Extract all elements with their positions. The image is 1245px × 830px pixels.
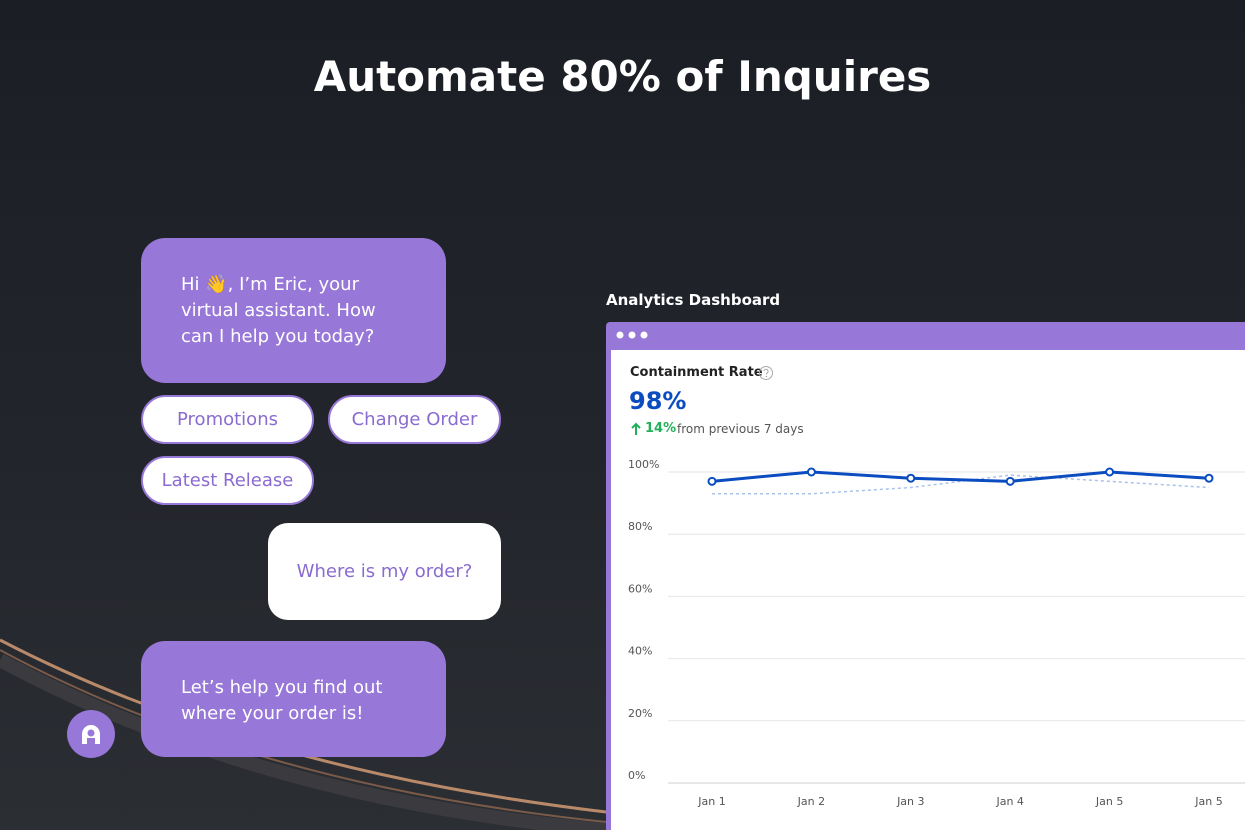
swoosh xyxy=(0,649,607,823)
dashboard-window: Containment Rate 98% 14% from previous 7… xyxy=(606,322,1245,830)
metric-change: 14% xyxy=(645,421,677,436)
x-tick-label: Jan 1 xyxy=(697,795,725,808)
x-tick-label: Jan 4 xyxy=(995,795,1023,808)
metric-title: Containment Rate xyxy=(630,365,763,380)
y-tick-label: 100% xyxy=(628,458,659,471)
line-chart: 0% 20% 40% 60% 80% 100% Jan 1 Jan 2 Jan 3 Jan 4 Ja… xyxy=(628,458,1245,808)
bot-message: Hi 👋, I’m Eric, your virtual assistant. … xyxy=(141,238,446,383)
metric-change-note: from previous 7 days xyxy=(677,422,804,436)
x-tick-label: Jan 2 xyxy=(797,795,825,808)
dashboard-panel: Containment Rate 98% 14% from previous 7… xyxy=(611,350,1245,830)
dashboard-label: Analytics Dashboard xyxy=(606,291,781,309)
data-point xyxy=(1105,467,1115,477)
quick-reply[interactable]: Promotions xyxy=(141,395,314,444)
x-tick-label: Jan 3 xyxy=(896,795,924,808)
series-line xyxy=(712,474,1210,495)
x-tick-label: Jan 5 xyxy=(1095,795,1123,808)
data-point xyxy=(707,476,717,486)
user-message: Where is my order? xyxy=(268,523,501,620)
metric-value: 98% xyxy=(629,387,687,415)
help-icon[interactable] xyxy=(758,365,774,381)
quick-reply[interactable]: Latest Release xyxy=(141,456,314,505)
up-arrow xyxy=(631,422,641,435)
y-tick-label: 80% xyxy=(628,520,652,533)
y-tick-label: 60% xyxy=(628,582,652,595)
data-point xyxy=(906,473,916,483)
data-point xyxy=(1204,473,1214,483)
data-point xyxy=(806,467,816,477)
data-point xyxy=(1005,476,1015,486)
window-dots xyxy=(616,331,648,339)
y-tick-label: 40% xyxy=(628,645,652,658)
x-tick-label: Jan 5 xyxy=(1194,795,1222,808)
bot-avatar xyxy=(67,710,115,758)
y-tick-label: 0% xyxy=(628,769,645,782)
bot-message: Let’s help you find out where your order… xyxy=(141,641,446,757)
quick-reply[interactable]: Change Order xyxy=(328,395,501,444)
swoosh xyxy=(0,653,607,830)
y-tick-label: 20% xyxy=(628,707,652,720)
series-line xyxy=(711,470,1210,483)
page-title: Automate 80% of Inquires xyxy=(313,52,932,101)
